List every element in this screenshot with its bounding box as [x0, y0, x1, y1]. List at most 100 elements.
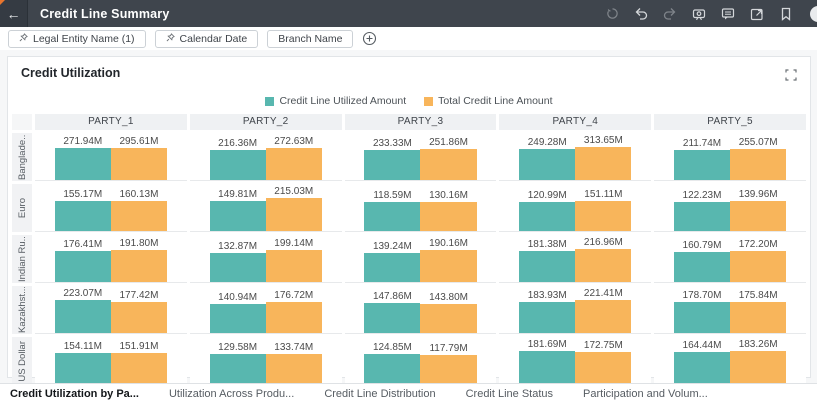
add-filter-icon[interactable]	[362, 31, 377, 46]
utilized-amount-bar[interactable]	[209, 150, 266, 180]
total-amount-bar[interactable]	[575, 352, 632, 384]
utilized-amount-bar[interactable]	[54, 300, 111, 333]
canvas-tab[interactable]: Credit Line Distribution	[324, 388, 436, 400]
utilized-amount-bar[interactable]	[673, 252, 731, 282]
chart-cell[interactable]: 223.07M 177.42M	[35, 286, 187, 334]
total-amount-bar[interactable]	[730, 351, 787, 384]
present-icon[interactable]	[692, 7, 706, 21]
total-amount-bar[interactable]	[575, 147, 632, 180]
history-icon[interactable]	[605, 7, 619, 21]
filter-chip[interactable]: Calendar Date	[154, 29, 259, 48]
utilized-amount-bar[interactable]	[673, 302, 731, 333]
utilized-amount-bar[interactable]	[209, 253, 266, 282]
total-amount-bar[interactable]	[110, 353, 168, 384]
chart-cell[interactable]: 183.93M 221.41M	[499, 286, 652, 334]
canvas-tab[interactable]: Credit Utilization by Pa...	[10, 388, 139, 400]
chart-cell[interactable]: 178.70M 175.84M	[654, 286, 806, 334]
bookmark-icon[interactable]	[779, 7, 793, 21]
chart-cell[interactable]: 155.17M 160.13M	[35, 184, 187, 232]
utilized-amount-bar[interactable]	[519, 302, 576, 333]
utilized-amount-bar[interactable]	[673, 202, 731, 231]
utilized-amount-bar[interactable]	[54, 201, 111, 231]
utilized-amount-bar[interactable]	[673, 150, 731, 180]
chart-cell[interactable]: 164.44M 183.26M	[654, 337, 806, 385]
bar-value-label: 181.38M	[527, 239, 567, 250]
chart-cell[interactable]: 118.59M 130.16M	[344, 184, 497, 232]
total-amount-bar[interactable]	[110, 148, 168, 180]
filter-chip[interactable]: Legal Entity Name (1)	[8, 29, 146, 48]
total-amount-bar[interactable]	[110, 250, 168, 282]
utilized-amount-bar[interactable]	[364, 354, 421, 384]
chart-cell[interactable]: 124.85M 117.79M	[344, 337, 497, 385]
legend-item[interactable]: Total Credit Line Amount	[424, 95, 553, 107]
filter-chip[interactable]: Branch Name	[267, 29, 354, 48]
chart-cell[interactable]: 122.23M 139.96M	[654, 184, 806, 232]
chart-cell[interactable]: 120.99M 151.11M	[499, 184, 652, 232]
total-amount-bar[interactable]	[730, 251, 787, 282]
canvas-tab[interactable]: Utilization Across Produ...	[168, 388, 295, 400]
utilized-amount-bar[interactable]	[519, 251, 576, 282]
total-amount-bar[interactable]	[265, 354, 322, 384]
utilized-amount-bar[interactable]	[364, 202, 421, 231]
total-amount-bar[interactable]	[575, 300, 632, 333]
export-icon[interactable]	[750, 7, 764, 21]
utilized-amount-bar[interactable]	[519, 149, 576, 180]
chart-cell[interactable]: 149.81M 215.03M	[189, 184, 342, 232]
canvas-tab[interactable]: Participation and Volum...	[583, 388, 708, 400]
undo-icon[interactable]	[634, 7, 648, 21]
total-amount-bar[interactable]	[420, 355, 477, 384]
total-amount-bar[interactable]	[730, 302, 787, 333]
chart-cell[interactable]: 271.94M 295.61M	[35, 133, 187, 181]
bar-group: 120.99M	[519, 184, 576, 231]
redo-icon[interactable]	[663, 7, 677, 21]
chart-cell[interactable]: 160.79M 172.20M	[654, 235, 806, 283]
avatar[interactable]	[810, 5, 817, 22]
chart-cell[interactable]: 132.87M 199.14M	[189, 235, 342, 283]
total-amount-bar[interactable]	[265, 302, 322, 333]
chart-cell[interactable]: 140.94M 176.72M	[189, 286, 342, 334]
expand-icon[interactable]	[785, 68, 797, 86]
utilized-amount-bar[interactable]	[364, 253, 421, 282]
chart-cell[interactable]: 249.28M 313.65M	[499, 133, 652, 181]
utilized-amount-bar[interactable]	[54, 148, 111, 180]
utilized-amount-bar[interactable]	[54, 251, 111, 282]
utilized-amount-bar[interactable]	[673, 352, 731, 384]
utilized-amount-bar[interactable]	[519, 351, 576, 384]
chart-cell[interactable]: 233.33M 251.86M	[344, 133, 497, 181]
total-amount-bar[interactable]	[420, 304, 477, 333]
utilized-amount-bar[interactable]	[364, 150, 421, 180]
back-button[interactable]: ←	[0, 0, 28, 27]
utilized-amount-bar[interactable]	[519, 202, 576, 231]
canvas-tab[interactable]: Credit Line Status	[465, 388, 554, 400]
chart-cell[interactable]: 176.41M 191.80M	[35, 235, 187, 283]
total-amount-bar[interactable]	[575, 201, 632, 231]
total-amount-bar[interactable]	[110, 201, 168, 231]
total-amount-bar[interactable]	[110, 302, 168, 333]
utilized-amount-bar[interactable]	[54, 353, 111, 384]
total-amount-bar[interactable]	[575, 249, 632, 282]
comment-icon[interactable]	[721, 7, 735, 21]
total-amount-bar[interactable]	[730, 201, 787, 231]
chart-cell[interactable]: 181.69M 172.75M	[499, 337, 652, 385]
utilized-amount-bar[interactable]	[209, 304, 266, 333]
total-amount-bar[interactable]	[265, 198, 322, 231]
chart-cell[interactable]: 181.38M 216.96M	[499, 235, 652, 283]
total-amount-bar[interactable]	[420, 149, 477, 180]
utilized-amount-bar[interactable]	[209, 354, 266, 384]
utilized-amount-bar[interactable]	[364, 303, 421, 333]
bar-group: 133.74M	[265, 337, 322, 384]
chart-cell[interactable]: 211.74M 255.07M	[654, 133, 806, 181]
utilized-amount-bar[interactable]	[209, 201, 266, 231]
chart-cell[interactable]: 139.24M 190.16M	[344, 235, 497, 283]
total-amount-bar[interactable]	[420, 250, 477, 282]
total-amount-bar[interactable]	[420, 202, 477, 231]
chart-cell[interactable]: 129.58M 133.74M	[189, 337, 342, 385]
chart-cell[interactable]: 147.86M 143.80M	[344, 286, 497, 334]
total-amount-bar[interactable]	[265, 250, 322, 282]
legend-item[interactable]: Credit Line Utilized Amount	[265, 95, 406, 107]
total-amount-bar[interactable]	[730, 149, 787, 180]
chart-cell[interactable]: 216.36M 272.63M	[189, 133, 342, 181]
total-amount-bar[interactable]	[265, 148, 322, 180]
chart-cell[interactable]: 154.11M 151.91M	[35, 337, 187, 385]
bar-group: 271.94M	[54, 133, 111, 180]
